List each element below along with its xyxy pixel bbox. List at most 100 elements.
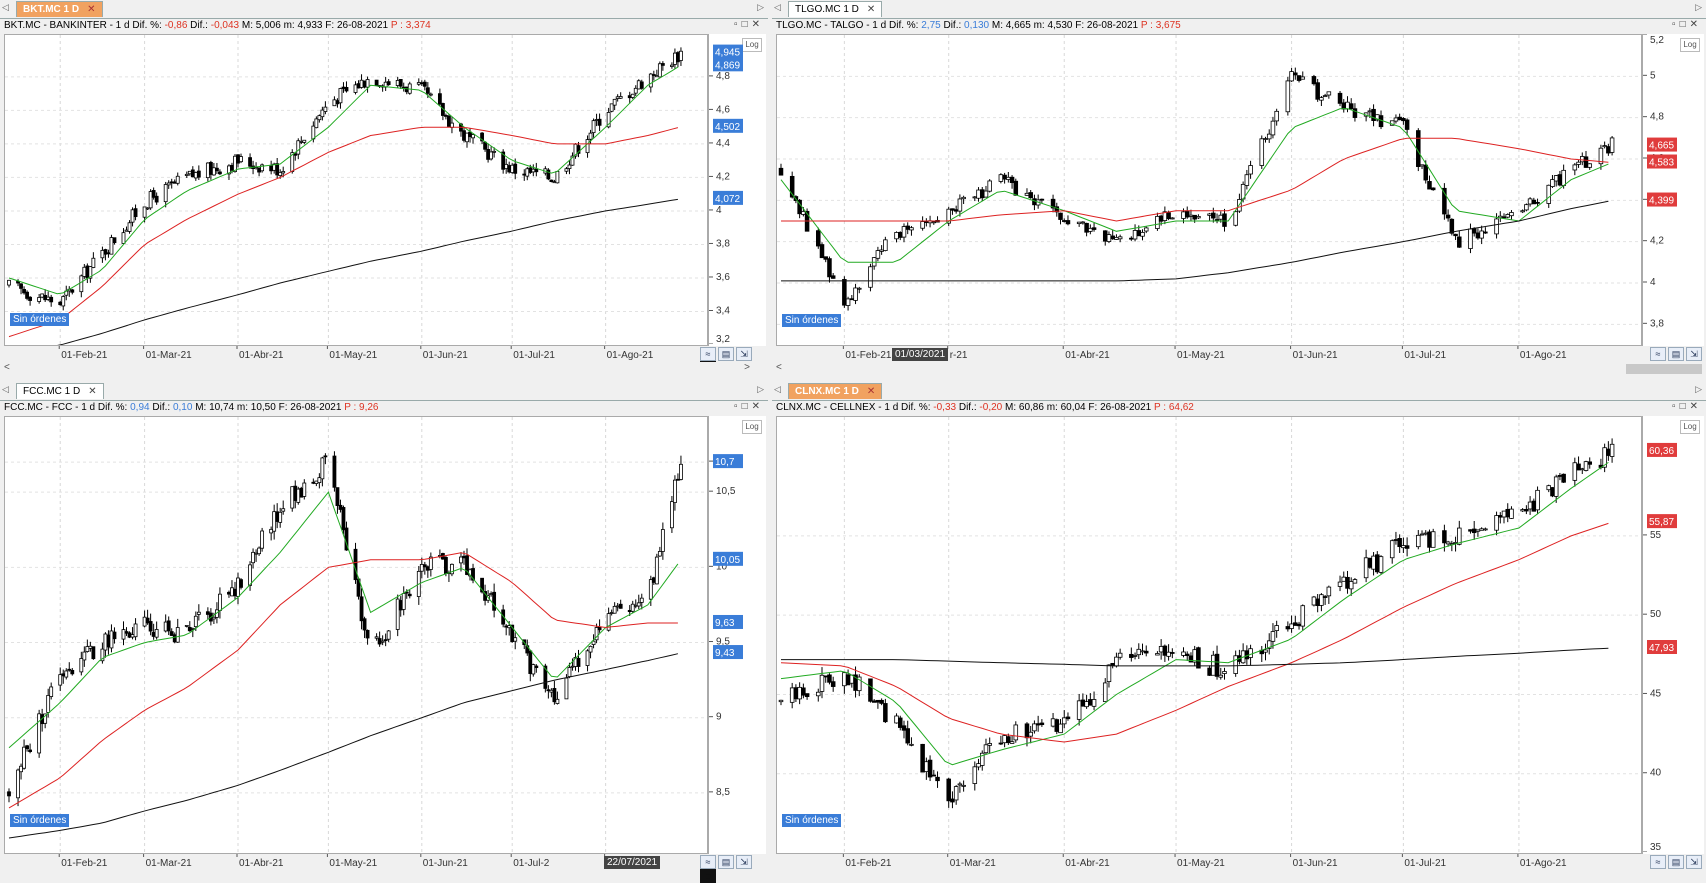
expand-icon[interactable]: ⇲ (1686, 347, 1702, 361)
log-scale-button[interactable]: Log (1680, 420, 1700, 434)
price-label: 9,43 (715, 648, 735, 659)
tab-tlgo[interactable]: TLGO.MC 1 D ✕ (788, 1, 883, 17)
candle-body (1352, 108, 1358, 118)
candle-body (416, 82, 421, 85)
price-label: 10,7 (715, 457, 735, 468)
candle-body (528, 650, 533, 674)
candle-body (1035, 723, 1041, 726)
tab-bkt[interactable]: BKT.MC 1 D ✕ (16, 1, 103, 17)
tab-scroll-left-icon[interactable]: ◁ (2, 2, 9, 12)
candle-body (380, 640, 385, 643)
candle-body (43, 294, 48, 301)
color-swatch-icon[interactable]: ■ (700, 869, 716, 883)
indicator-icon[interactable]: ≈ (700, 855, 716, 869)
scroll-right-icon[interactable]: > (744, 362, 750, 373)
save-icon[interactable]: ▤ (718, 855, 734, 869)
candle-body (58, 301, 63, 306)
candle-body (1110, 662, 1115, 666)
chart-pane-fcc: ◁ FCC.MC 1 D ✕ ▷ FCC.MC - FCC - 1 d Dif. … (0, 382, 768, 883)
candle-body (1233, 655, 1238, 674)
candle-body (142, 206, 147, 218)
candle-body (184, 625, 189, 627)
price-axis[interactable]: Log 55 50 45 40 35 60,36 55,87 47,93 (1642, 416, 1704, 854)
price-label: 10,05 (715, 555, 740, 566)
candle-body (627, 610, 632, 613)
candle-body (1143, 227, 1149, 232)
scroll-thumb[interactable] (1626, 364, 1702, 374)
candle-body (359, 596, 364, 622)
candle-body (1013, 180, 1019, 196)
candle-body (1453, 233, 1458, 237)
expand-icon[interactable]: ⇲ (1686, 855, 1702, 869)
horizontal-scrollbar[interactable]: < (772, 362, 1706, 376)
candle-body (121, 629, 126, 640)
scroll-left-icon[interactable]: < (776, 362, 782, 373)
candle-body (323, 106, 328, 112)
candle-body (109, 237, 114, 255)
price-axis[interactable]: Log 4,8 4,6 4,4 4,2 4 3,8 3,6 3,4 3,2 4,945 4,869 4,… (708, 34, 766, 346)
save-icon[interactable]: ▤ (1668, 347, 1684, 361)
candle-body (362, 618, 367, 631)
candle-body (1155, 215, 1160, 229)
candle-body (931, 221, 937, 224)
tab-close-icon[interactable]: ✕ (87, 4, 96, 15)
expand-icon[interactable]: ⇲ (736, 855, 752, 869)
candle-body (946, 778, 951, 802)
price-label: 4,399 (1649, 196, 1674, 207)
time-axis[interactable]: 01-Feb-21 01-Mar-21 01-Abr-21 01-May-21 01-J… (4, 854, 708, 870)
candle-body (1475, 232, 1481, 239)
candle-body (1580, 156, 1585, 163)
tab-scroll-right-icon[interactable]: ▷ (757, 2, 764, 12)
indicator-icon[interactable]: ≈ (1650, 347, 1666, 361)
save-icon[interactable]: ▤ (718, 347, 734, 361)
candle-body (879, 249, 884, 252)
candle-body (465, 555, 469, 575)
plot-area[interactable] (4, 416, 708, 854)
save-icon[interactable]: ▤ (1668, 855, 1684, 869)
plot-area[interactable] (4, 34, 708, 346)
tab-scroll-left-icon[interactable]: ◁ (774, 2, 781, 12)
log-scale-button[interactable]: Log (1680, 38, 1700, 52)
tab-scroll-right-icon[interactable]: ▷ (1695, 2, 1702, 12)
time-axis[interactable]: 01-Feb-21 01-Mar-21 01-Abr-21 01-May-21 01-J… (4, 346, 708, 362)
time-axis[interactable]: 01-Feb-21 r-21 01-Abr-21 01-May-21 01-Jun-21… (776, 346, 1642, 362)
tab-scroll-left-icon[interactable]: ◁ (2, 384, 9, 394)
indicator-icon[interactable]: ≈ (700, 347, 716, 361)
plot-area[interactable] (776, 34, 1642, 346)
window-controls[interactable]: ▫□✕ (1672, 401, 1702, 412)
tab-clnx[interactable]: CLNX.MC 1 D ✕ (788, 383, 883, 399)
candle-body (1419, 533, 1425, 536)
time-axis[interactable]: 01-Feb-21 01-Mar-21 01-Abr-21 01-May-21 01-J… (776, 854, 1642, 870)
candle-body (927, 759, 933, 778)
tab-close-icon[interactable]: ✕ (88, 386, 97, 397)
candle-body (218, 171, 222, 175)
plot-area[interactable] (776, 416, 1642, 854)
tab-close-icon[interactable]: ✕ (866, 386, 876, 397)
candle-body (1587, 461, 1592, 465)
window-controls[interactable]: ▫□✕ (734, 401, 764, 412)
horizontal-scrollbar[interactable]: < > (0, 362, 768, 376)
y-tick-label: 9,5 (716, 637, 730, 648)
scroll-left-icon[interactable]: < (4, 362, 10, 373)
candle-body (1009, 176, 1015, 184)
candle-body (651, 74, 656, 76)
log-scale-button[interactable]: Log (742, 420, 762, 434)
window-controls[interactable]: ▫□✕ (1672, 19, 1702, 30)
tab-scroll-right-icon[interactable]: ▷ (1695, 384, 1702, 394)
dif-label: Dif.: (943, 20, 962, 31)
expand-icon[interactable]: ⇲ (736, 347, 752, 361)
candle-body (660, 63, 665, 66)
candle-body (1117, 236, 1123, 240)
y-tick-label: 5 (1650, 70, 1656, 81)
tab-scroll-right-icon[interactable]: ▷ (757, 384, 764, 394)
price-label: 4,072 (715, 194, 740, 205)
tab-fcc[interactable]: FCC.MC 1 D ✕ (16, 383, 104, 399)
tab-close-icon[interactable]: ✕ (866, 4, 876, 15)
window-controls[interactable]: ▫□✕ (734, 19, 764, 30)
quote-info-bar: BKT.MC - BANKINTER - 1 d Dif. %: -0,86 D… (0, 19, 768, 33)
indicator-icon[interactable]: ≈ (1650, 855, 1666, 869)
tab-scroll-left-icon[interactable]: ◁ (774, 384, 781, 394)
